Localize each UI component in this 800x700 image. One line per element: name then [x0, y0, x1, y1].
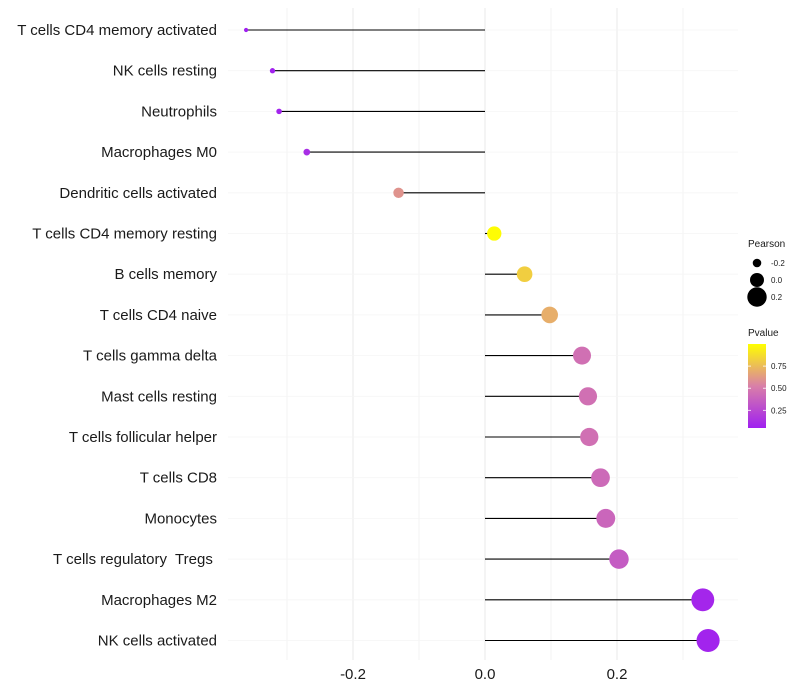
legend-color-label: 0.75 [771, 362, 787, 371]
lollipop-point [303, 148, 311, 156]
x-tick-label: 0.0 [475, 666, 496, 683]
category-label: NK cells activated [98, 633, 217, 650]
category-label: Monocytes [144, 510, 217, 527]
lollipop-segments [246, 29, 709, 642]
lollipop-point [487, 226, 502, 241]
category-label: T cells gamma delta [83, 348, 218, 365]
category-label: T cells CD8 [140, 470, 217, 487]
lollipop-point [591, 468, 610, 488]
lollipop-point [541, 306, 558, 324]
legend-color-bar [748, 344, 766, 428]
lollipop-point [696, 628, 720, 653]
legend-size-key [750, 273, 764, 287]
legend-size-label: -0.2 [771, 259, 785, 268]
category-label: B cells memory [114, 266, 217, 283]
lollipop-point [578, 387, 598, 406]
legend-color-label: 0.50 [771, 384, 787, 393]
category-label: Neutrophils [141, 103, 217, 120]
legend-color-label: 0.25 [771, 406, 787, 415]
legend-size-key [752, 258, 762, 268]
lollipop-point [269, 68, 276, 74]
lollipop-point [393, 187, 404, 199]
x-tick-label: -0.2 [340, 666, 366, 683]
y-axis-labels: T cells CD4 memory activated NK cells res… [17, 22, 217, 650]
x-tick-label: 0.2 [607, 666, 628, 683]
category-label: Dendritic cells activated [59, 185, 217, 202]
category-label: T cells regulatory Tregs [53, 551, 217, 568]
lollipop-point [516, 266, 533, 283]
lollipop-point [276, 108, 282, 115]
legend-size-key [747, 287, 767, 307]
lollipop-point [573, 346, 591, 365]
lollipop-point [691, 588, 715, 612]
category-label: T cells follicular helper [69, 429, 217, 446]
legend-size-title: Pearson [748, 239, 785, 250]
category-label: Mast cells resting [101, 388, 217, 405]
lollipop-point [609, 549, 629, 569]
category-label: T cells CD4 naive [100, 307, 217, 324]
legend-size-label: 0.0 [771, 276, 783, 285]
legend-size-label: 0.2 [771, 293, 783, 302]
category-label: T cells CD4 memory activated [17, 22, 217, 39]
category-label: T cells CD4 memory resting [32, 226, 217, 243]
legend: Pearson Pvalue -0.2 0.0 0.2 0.75 0.50 0.25 [747, 239, 787, 428]
grid-lines [228, 8, 738, 660]
lollipop-points [243, 27, 720, 653]
legend-color-title: Pvalue [748, 328, 779, 339]
category-label: NK cells resting [113, 63, 217, 80]
lollipop-point [243, 27, 249, 33]
x-axis-tick-labels: -0.2 0.0 0.2 [340, 666, 627, 683]
category-label: Macrophages M0 [101, 144, 217, 161]
lollipop-point [596, 508, 616, 528]
category-label: Macrophages M2 [101, 592, 217, 609]
lollipop-point [580, 427, 599, 447]
